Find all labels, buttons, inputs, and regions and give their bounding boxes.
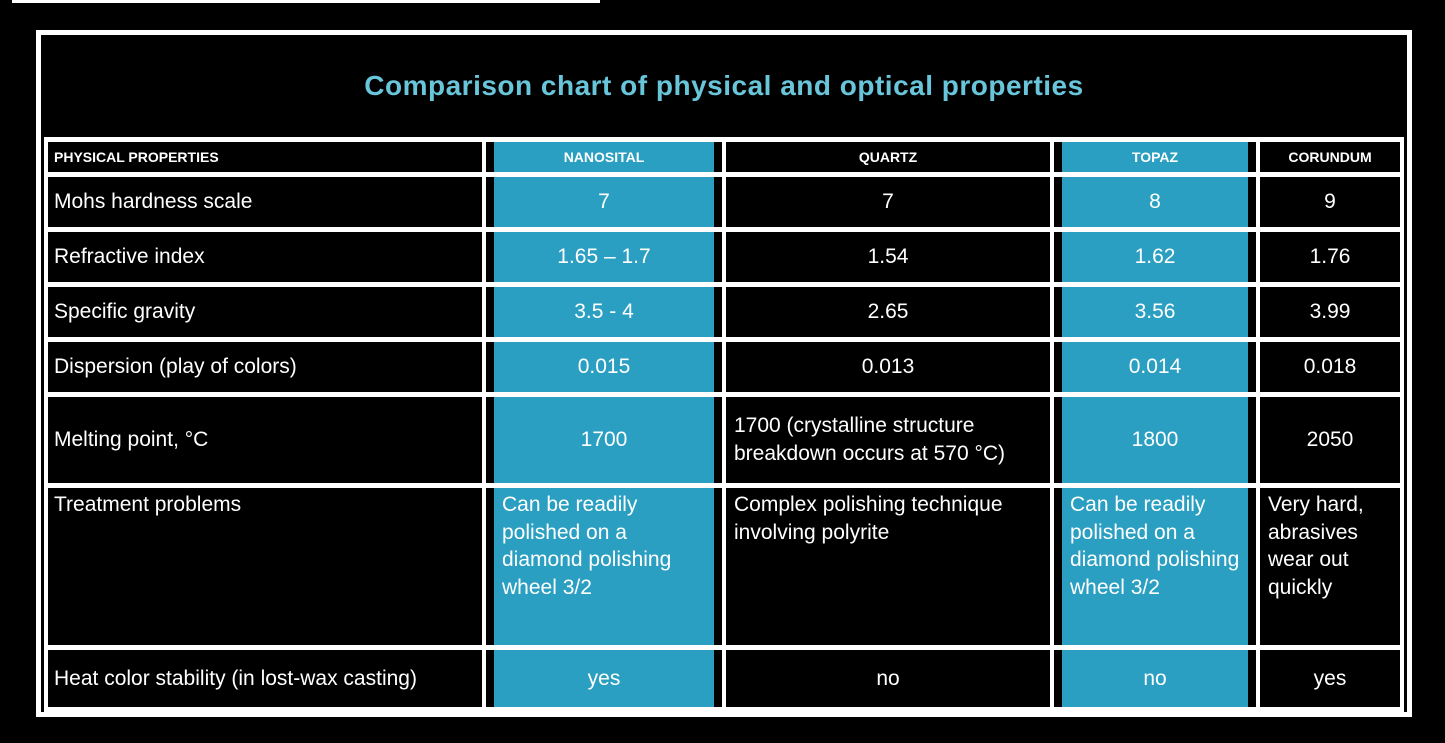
value-cell-corundum: 1.76 bbox=[1256, 232, 1404, 282]
property-label: Specific gravity bbox=[44, 287, 486, 337]
value-cell-nanosital: yes bbox=[494, 650, 714, 707]
value-cell-nanosital: 1.65 – 1.7 bbox=[494, 232, 714, 282]
property-label: Heat color stability (in lost-wax castin… bbox=[44, 650, 486, 707]
value-cell-topaz: 8 bbox=[1062, 177, 1248, 227]
value-cell-quartz: no bbox=[722, 650, 1054, 707]
property-label: Melting point, °C bbox=[44, 397, 486, 483]
table-row-dispersion-play-of-colors: Dispersion (play of colors) 0.015 0.013 0.0… bbox=[44, 337, 1404, 392]
value-cell-quartz: 0.013 bbox=[722, 342, 1054, 392]
value-cell-quartz: 1.54 bbox=[722, 232, 1054, 282]
value-cell-quartz: 7 bbox=[722, 177, 1054, 227]
property-label: Dispersion (play of colors) bbox=[44, 342, 486, 392]
table-row-melting-point-c: Melting point, °C 1700 1700 (crystalline s… bbox=[44, 392, 1404, 483]
value-cell-topaz: Can be readily polished on a diamond pol… bbox=[1062, 488, 1248, 645]
value-cell-quartz: 2.65 bbox=[722, 287, 1054, 337]
table-row-refractive-index: Refractive index 1.65 – 1.7 1.54 1.62 1.76 bbox=[44, 227, 1404, 282]
table-row-mohs-hardness-scale: Mohs hardness scale 7 7 8 9 bbox=[44, 172, 1404, 227]
value-cell-nanosital: 1700 bbox=[494, 397, 714, 483]
page-title: Comparison chart of physical and optical… bbox=[364, 70, 1084, 101]
table-row-treatment-problems: Treatment problems Can be readily polishe… bbox=[44, 483, 1404, 645]
value-cell-topaz: 0.014 bbox=[1062, 342, 1248, 392]
page-top-divider bbox=[12, 0, 600, 3]
column-header-nanosital: NANOSITAL bbox=[494, 142, 714, 172]
value-cell-topaz: 1.62 bbox=[1062, 232, 1248, 282]
comparison-table-frame: Comparison chart of physical and optical… bbox=[36, 30, 1412, 717]
property-label: Refractive index bbox=[44, 232, 486, 282]
value-cell-nanosital: Can be readily polished on a diamond pol… bbox=[494, 488, 714, 645]
value-cell-nanosital: 0.015 bbox=[494, 342, 714, 392]
property-label: Treatment problems bbox=[44, 488, 486, 645]
value-cell-quartz: 1700 (crystalline structure breakdown oc… bbox=[722, 397, 1054, 483]
value-cell-corundum: 3.99 bbox=[1256, 287, 1404, 337]
value-cell-corundum: 9 bbox=[1256, 177, 1404, 227]
value-cell-quartz: Complex polishing technique involving po… bbox=[722, 488, 1054, 645]
value-cell-topaz: no bbox=[1062, 650, 1248, 707]
value-cell-corundum: 2050 bbox=[1256, 397, 1404, 483]
column-header-corundum: CORUNDUM bbox=[1256, 142, 1404, 172]
value-cell-corundum: Very hard, abrasives wear out quickly bbox=[1256, 488, 1404, 645]
column-header-physical-properties: PHYSICAL PROPERTIES bbox=[44, 142, 486, 172]
column-header-quartz: QUARTZ bbox=[722, 142, 1054, 172]
value-cell-nanosital: 7 bbox=[494, 177, 714, 227]
table-row-heat-color-stability-in-lost-wax-casting: Heat color stability (in lost-wax castin… bbox=[44, 645, 1404, 707]
value-cell-topaz: 1800 bbox=[1062, 397, 1248, 483]
value-cell-topaz: 3.56 bbox=[1062, 287, 1248, 337]
property-label: Mohs hardness scale bbox=[44, 177, 486, 227]
column-header-topaz: TOPAZ bbox=[1062, 142, 1248, 172]
comparison-table: PHYSICAL PROPERTIES NANOSITAL QUARTZ TOPAZ C… bbox=[44, 137, 1404, 712]
value-cell-nanosital: 3.5 - 4 bbox=[494, 287, 714, 337]
table-header-row: PHYSICAL PROPERTIES NANOSITAL QUARTZ TOPAZ C… bbox=[44, 137, 1404, 172]
value-cell-corundum: 0.018 bbox=[1256, 342, 1404, 392]
table-row-specific-gravity: Specific gravity 3.5 - 4 2.65 3.56 3.99 bbox=[44, 282, 1404, 337]
title-area: Comparison chart of physical and optical… bbox=[44, 35, 1404, 137]
value-cell-corundum: yes bbox=[1256, 650, 1404, 707]
